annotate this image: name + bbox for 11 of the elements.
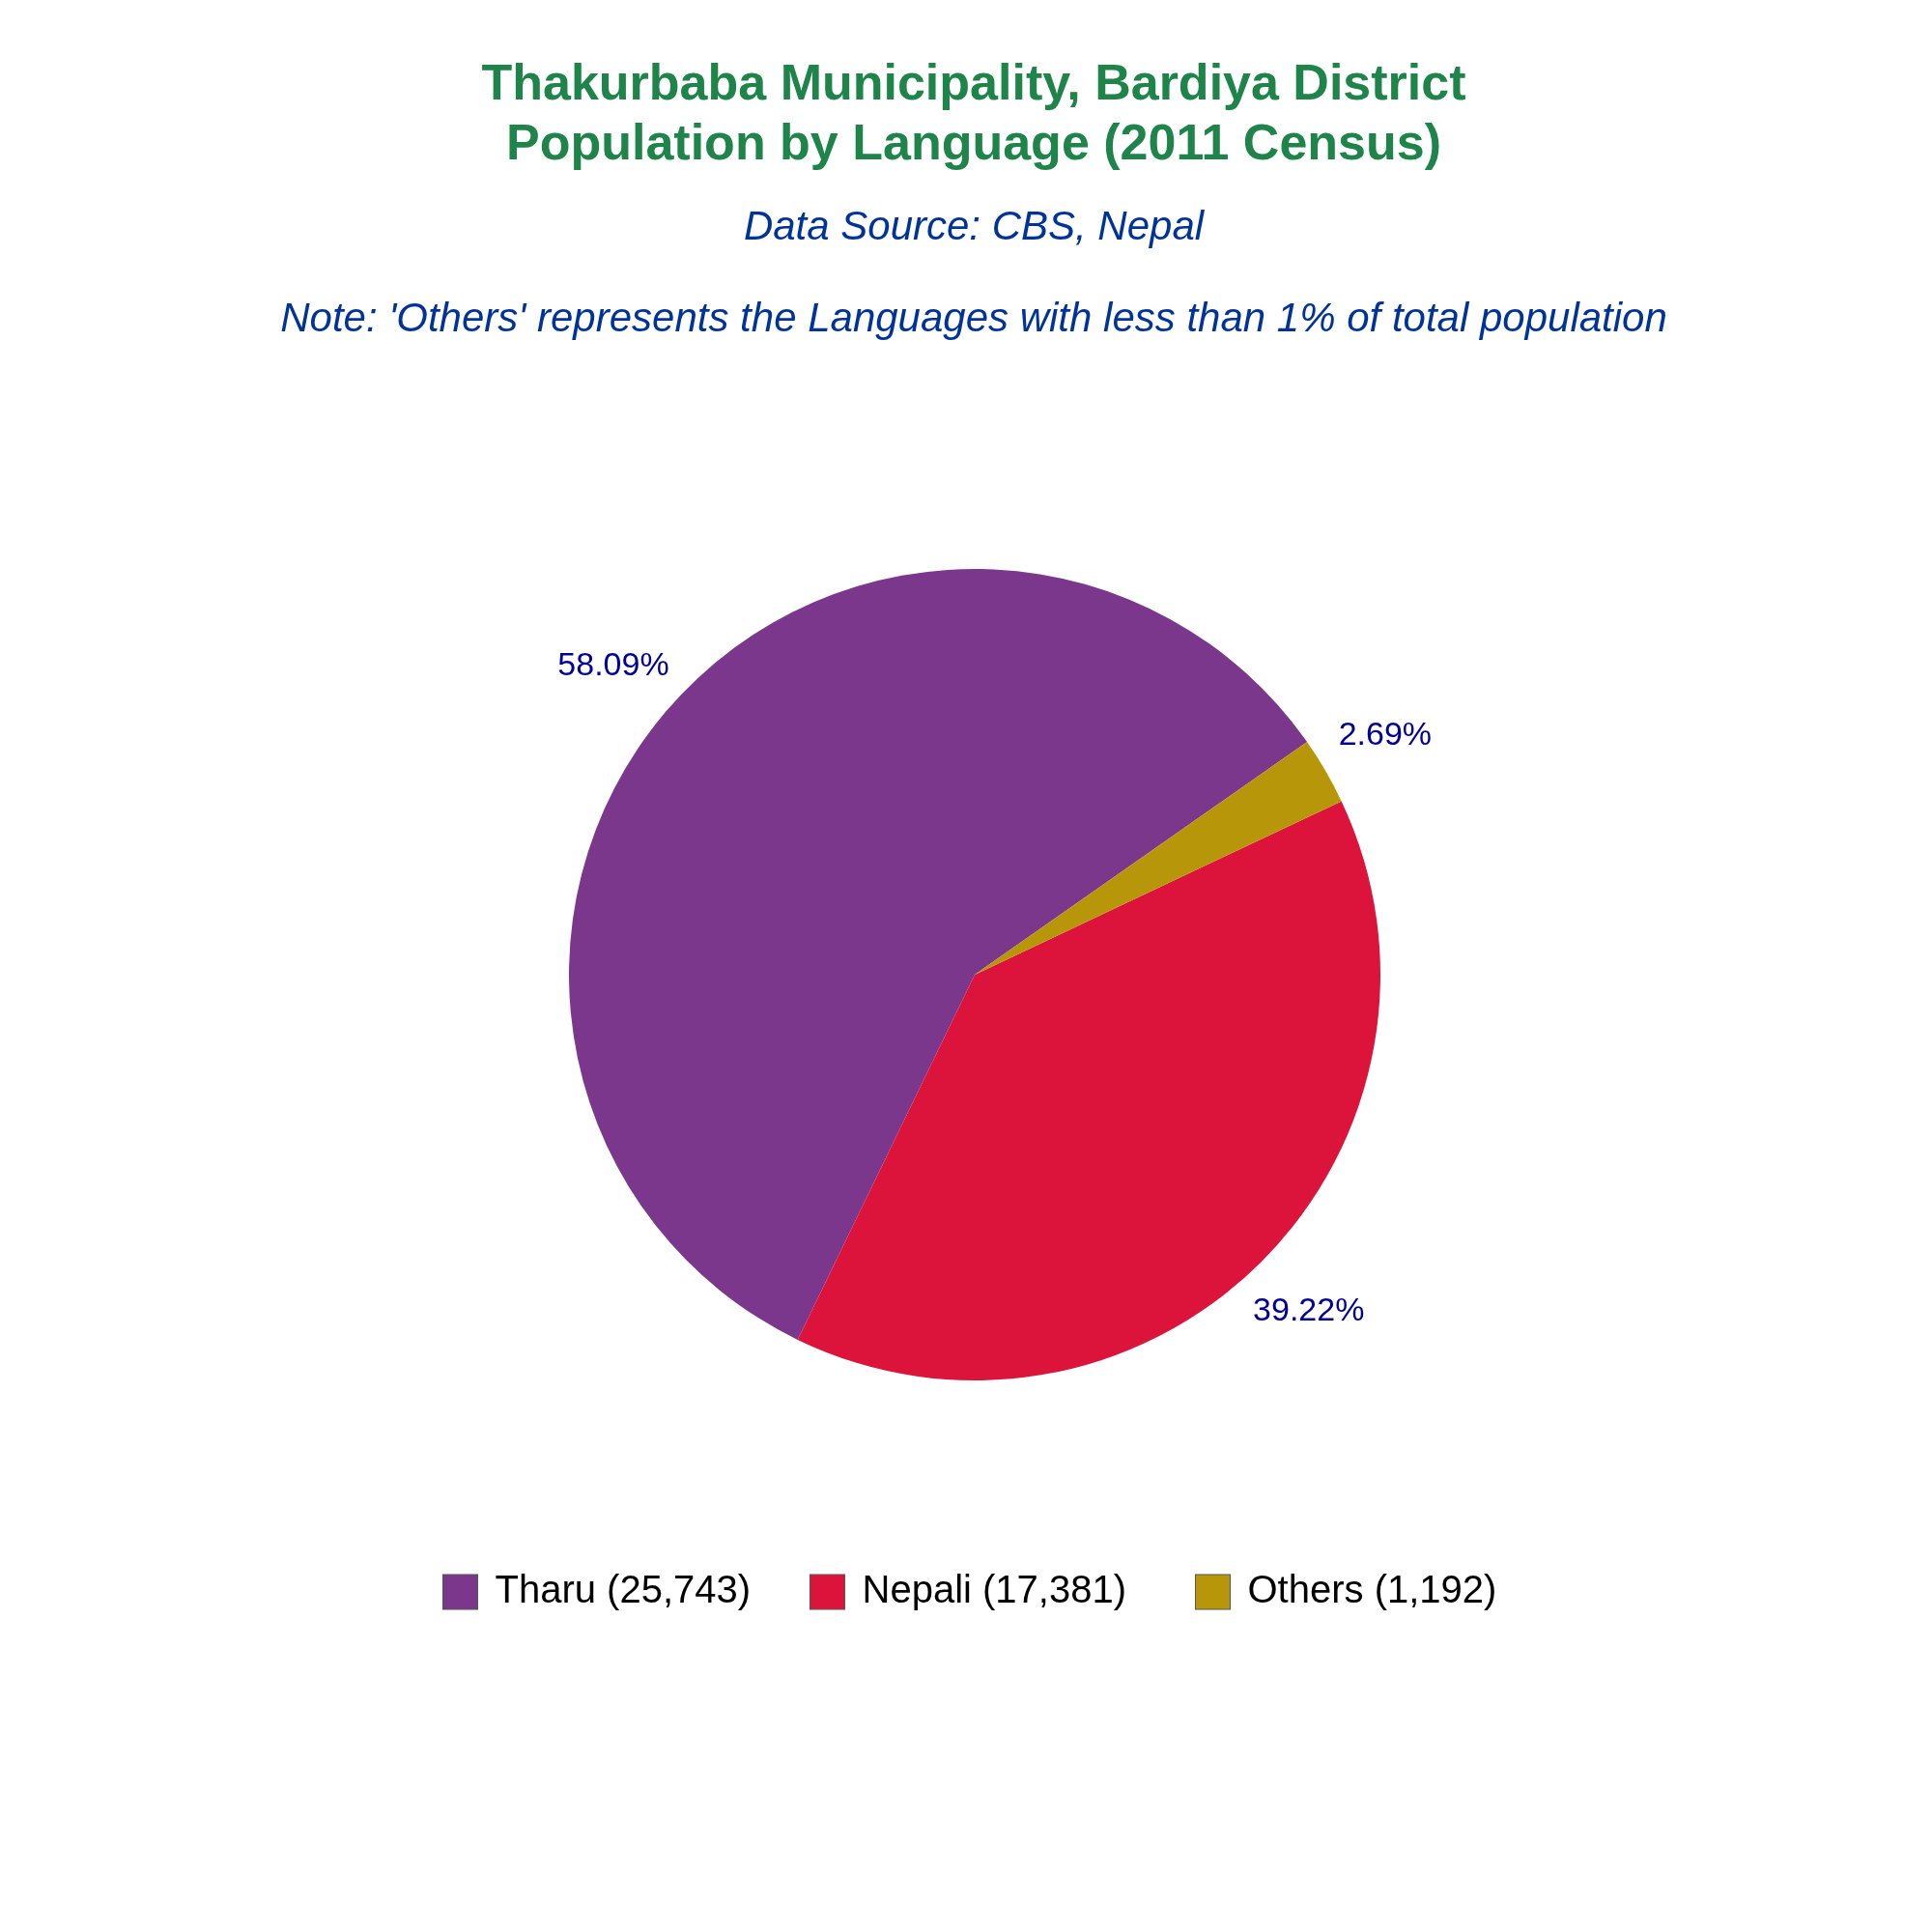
pie-slice [975, 742, 1342, 975]
pie-slice [797, 801, 1380, 1380]
text: Note: 'Others' represents the Languages with less than 1% of total population [280, 295, 1667, 340]
data-label: 58.09% [557, 645, 669, 683]
legend-label: Tharu (25,743) [495, 1567, 752, 1610]
data-label: 2.69% [1338, 715, 1433, 753]
data-label: 39.22% [1253, 1291, 1365, 1328]
chart-subtitle: Data Source: CBS, Nepal [743, 203, 1206, 248]
legend-label: Others (1,192) [1247, 1567, 1497, 1610]
legend-label: Nepali (17,381) [862, 1567, 1126, 1610]
chart-title: Thakurbaba Municipality, Bardiya District Population by Language (2011 Census) [481, 54, 1466, 170]
